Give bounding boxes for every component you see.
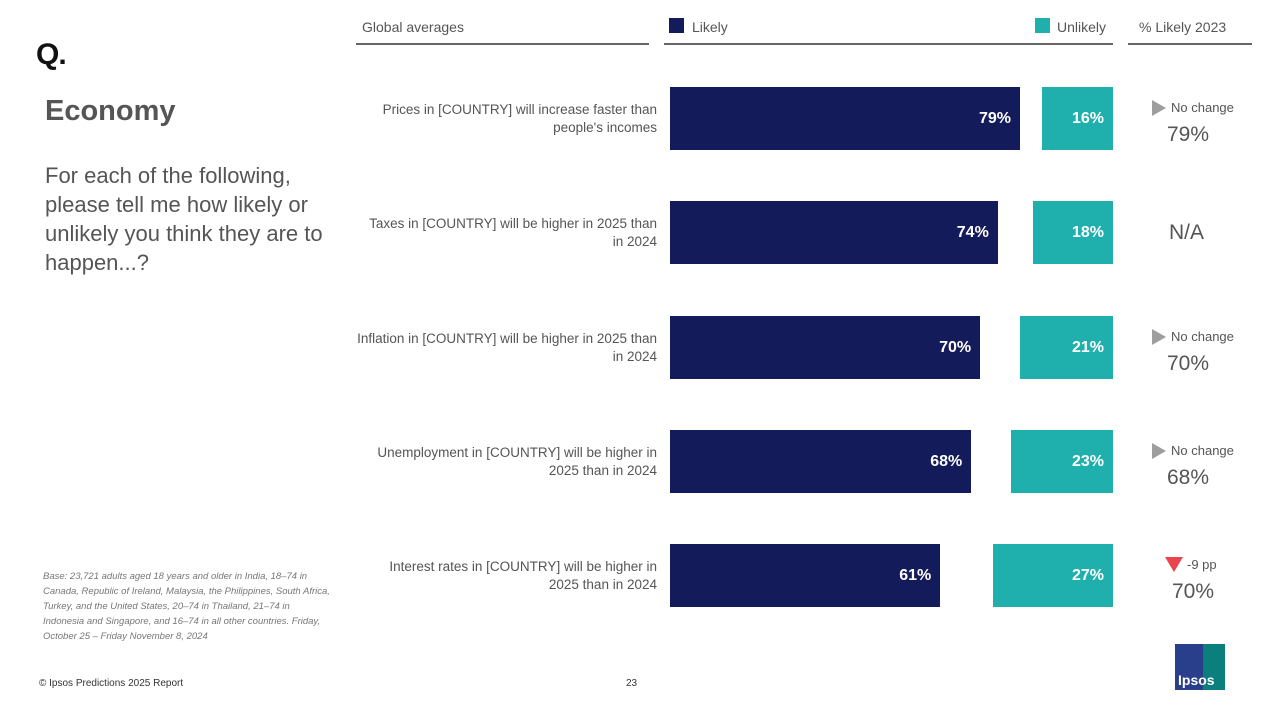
prev-value-5: 70% <box>1172 580 1215 603</box>
trend-neutral-icon-3 <box>1152 329 1166 345</box>
brand-q-logo: Q. <box>36 38 67 71</box>
trend-neutral-icon-4 <box>1152 443 1166 459</box>
prev-value-4: 68% <box>1167 466 1210 489</box>
legend-likely-swatch <box>669 18 684 33</box>
ipsos-logo-shape <box>1175 644 1203 690</box>
bar-likely-1: 79% <box>670 87 1020 150</box>
bar-unlikely-value-3: 21% <box>1071 338 1104 356</box>
category-label-5: Interest rates in [COUNTRY] will be high… <box>389 558 657 592</box>
survey-question: For each of the following, please tell m… <box>45 163 323 275</box>
prev-value-2: N/A <box>1169 221 1205 244</box>
bar-likely-value-2: 74% <box>956 223 989 241</box>
bar-unlikely-value-5: 27% <box>1071 566 1104 584</box>
bar-unlikely-3: 21% <box>1019 316 1113 379</box>
bar-likely-value-4: 68% <box>930 452 963 470</box>
bar-unlikely-4: 23% <box>1011 430 1113 493</box>
trend-text-3: No change <box>1171 329 1234 344</box>
bar-unlikely-5: 27% <box>993 544 1113 607</box>
header-rule-bars <box>664 43 1113 45</box>
category-label-1: Prices in [COUNTRY] will increase faster… <box>382 101 657 135</box>
prev-value-3: 70% <box>1167 352 1210 375</box>
bar-likely-5: 61% <box>670 544 941 607</box>
section-title: Economy <box>45 95 176 127</box>
bar-likely-value-3: 70% <box>939 338 972 356</box>
bar-likely-2: 74% <box>670 201 998 264</box>
trend-down-icon-5 <box>1165 557 1183 572</box>
trend-text-4: No change <box>1171 443 1234 458</box>
trend-text-5: -9 pp <box>1187 557 1217 572</box>
legend-unlikely-label: Unlikely <box>1057 19 1107 35</box>
category-label-3: Inflation in [COUNTRY] will be higher in… <box>357 330 657 364</box>
legend-unlikely-swatch <box>1035 18 1050 33</box>
bar-likely-value-5: 61% <box>899 566 932 584</box>
bar-unlikely-value-1: 16% <box>1071 109 1104 127</box>
trend-text-1: No change <box>1171 100 1234 115</box>
trend-neutral-icon-1 <box>1152 100 1166 116</box>
header-rule-prev <box>1128 43 1252 45</box>
header-prev-year: % Likely 2023 <box>1139 19 1227 35</box>
base-note: Base: 23,721 adults aged 18 years and ol… <box>43 571 330 642</box>
bar-likely-value-1: 79% <box>978 109 1011 127</box>
bar-unlikely-value-2: 18% <box>1071 223 1104 241</box>
legend-likely-label: Likely <box>692 19 728 35</box>
header-global-averages: Global averages <box>362 19 464 35</box>
bar-likely-4: 68% <box>670 430 972 493</box>
header-rule-global <box>356 43 649 45</box>
bar-unlikely-value-4: 23% <box>1071 452 1104 470</box>
ipsos-logo-text: Ipsos <box>1178 672 1215 688</box>
copyright-footer: © Ipsos Predictions 2025 Report <box>39 678 184 689</box>
category-label-2: Taxes in [COUNTRY] will be higher in 202… <box>369 215 657 249</box>
page-number: 23 <box>626 678 638 689</box>
bar-unlikely-1: 16% <box>1042 87 1113 150</box>
category-label-4: Unemployment in [COUNTRY] will be higher… <box>377 444 657 478</box>
bar-unlikely-2: 18% <box>1033 201 1113 264</box>
ipsos-logo: Ipsos <box>1175 644 1225 690</box>
prev-value-1: 79% <box>1167 123 1210 146</box>
bar-likely-3: 70% <box>670 316 981 379</box>
